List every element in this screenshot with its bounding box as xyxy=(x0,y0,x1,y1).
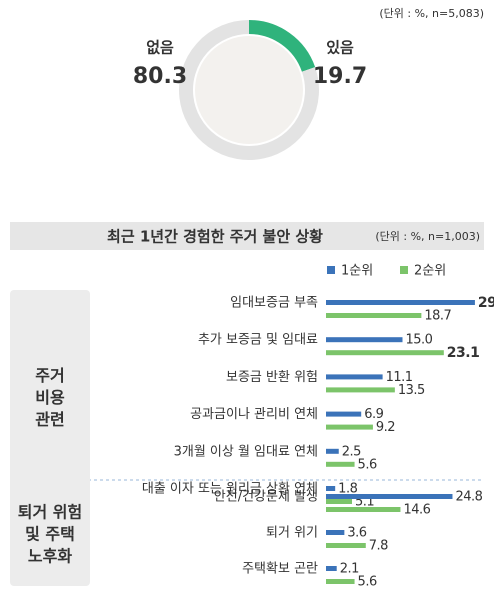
category-label: 공과금이나 관리비 연체 xyxy=(190,407,318,422)
category-label: 퇴거 위기 xyxy=(266,526,318,541)
value-label: 6.9 xyxy=(364,407,383,422)
category-label: 안전/건강문제 발생 xyxy=(214,490,318,505)
group-label: 주거 xyxy=(35,366,64,385)
category-label: 임대보증금 부족 xyxy=(230,296,318,311)
category-label: 주택확보 곤란 xyxy=(242,562,318,577)
value-label: 7.8 xyxy=(369,539,388,554)
legend-label: 2순위 xyxy=(414,264,446,279)
category-label: 3개월 이상 월 임대료 연체 xyxy=(174,444,318,459)
donut-value: 19.7 xyxy=(313,64,367,89)
group-box xyxy=(10,290,90,508)
bar xyxy=(326,448,339,454)
value-label: 9.2 xyxy=(376,420,395,435)
bar xyxy=(326,337,403,343)
legend-label: 1순위 xyxy=(341,264,373,279)
bar xyxy=(326,461,355,467)
value-label: 24.8 xyxy=(455,490,482,505)
group-label: 및 주택 xyxy=(25,525,75,544)
bar xyxy=(326,566,337,571)
bar xyxy=(326,579,355,584)
value-label: 18.7 xyxy=(424,309,451,324)
bar xyxy=(326,387,395,393)
value-label: 11.1 xyxy=(386,370,413,385)
bar xyxy=(326,350,444,356)
value-label: 5.6 xyxy=(358,457,377,472)
donut-label: 없음 xyxy=(146,39,174,57)
group-label: 비용 xyxy=(35,388,65,407)
legend-swatch xyxy=(327,266,335,274)
title-bar xyxy=(10,222,484,250)
donut-value: 80.3 xyxy=(133,64,187,89)
donut-center xyxy=(195,36,303,144)
value-label: 3.6 xyxy=(347,526,366,541)
value-label: 13.5 xyxy=(398,383,425,398)
value-label: 2.5 xyxy=(342,444,361,459)
bar xyxy=(326,300,475,305)
group-box xyxy=(10,484,90,586)
value-label: 2.1 xyxy=(340,562,359,577)
group-label: 관련 xyxy=(35,410,64,429)
group-label: 퇴거 위험 xyxy=(18,503,82,522)
bar xyxy=(326,486,336,491)
value-label: 5.6 xyxy=(358,575,377,590)
value-label: 14.6 xyxy=(403,503,430,518)
bar xyxy=(326,494,453,499)
bar xyxy=(326,424,373,430)
category-label: 대출 이자 또는 원리금 상환 연체 xyxy=(142,482,318,497)
bar xyxy=(326,543,366,548)
value-label: 23.1 xyxy=(447,345,480,361)
bar xyxy=(326,374,383,380)
value-label: 15.0 xyxy=(406,333,433,348)
chart-title: 최근 1년간 경험한 주거 불안 상황 xyxy=(107,228,323,246)
category-label: 추가 보증금 및 임대료 xyxy=(198,333,318,348)
donut-label: 있음 xyxy=(326,39,354,57)
bar xyxy=(326,530,345,535)
bar xyxy=(326,313,422,318)
group-label: 노후화 xyxy=(28,547,72,566)
donut-slice xyxy=(248,20,316,72)
bar-note: (단위 : %, n=1,003) xyxy=(375,230,480,243)
bar xyxy=(326,499,353,504)
bar xyxy=(326,411,362,417)
donut-slice xyxy=(179,20,319,160)
legend-swatch xyxy=(400,266,408,274)
bar xyxy=(326,507,401,512)
value-label: 29.2 xyxy=(478,295,494,311)
category-label: 보증금 반환 위험 xyxy=(226,370,318,385)
donut-note: (단위 : %, n=5,083) xyxy=(379,7,484,20)
value-label: 1.8 xyxy=(338,482,357,497)
